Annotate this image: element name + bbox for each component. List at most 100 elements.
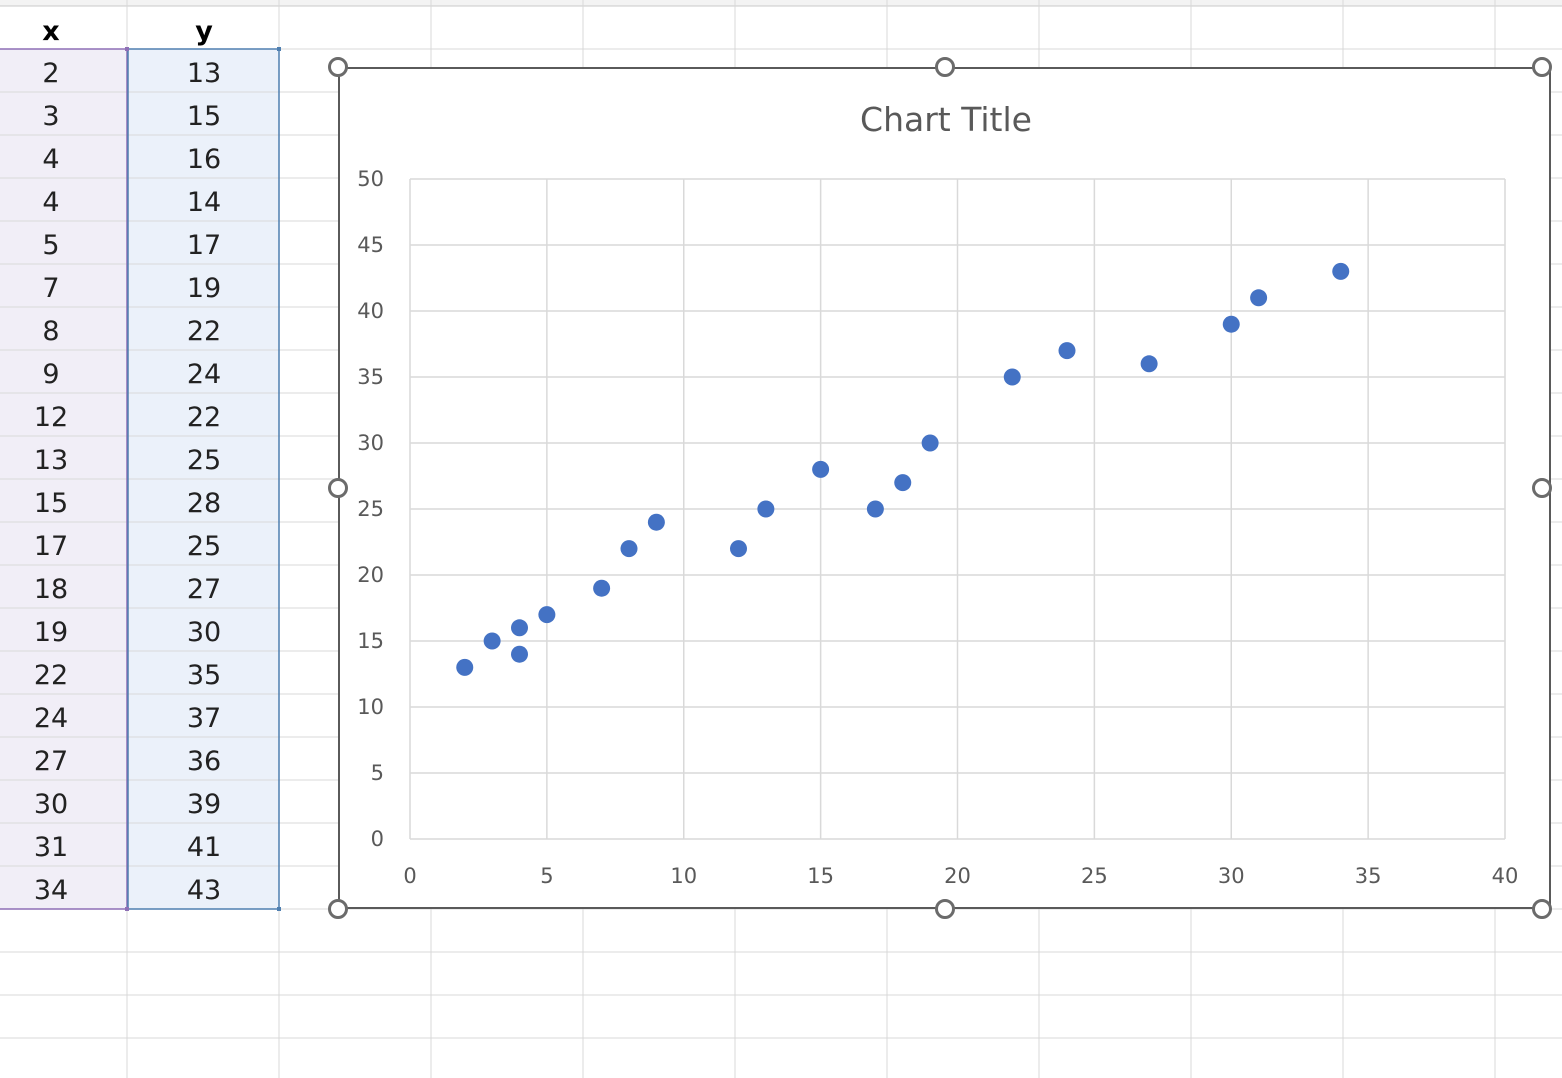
cell-y-18[interactable]: 39: [186, 789, 222, 820]
cell-x-15[interactable]: 22: [33, 660, 69, 691]
resize-handle-bottom-left[interactable]: [328, 899, 348, 919]
resize-handle-top-right[interactable]: [1532, 57, 1552, 77]
data-point[interactable]: [1140, 355, 1158, 373]
data-point[interactable]: [1250, 289, 1268, 307]
cell-y-6[interactable]: 19: [186, 273, 222, 304]
cell-y-12[interactable]: 25: [186, 531, 222, 562]
column-header-y[interactable]: y: [195, 16, 213, 47]
x-tick-label: 30: [1218, 864, 1245, 888]
x-tick-label: 15: [807, 864, 834, 888]
y-tick-label: 25: [357, 497, 384, 521]
x-range-border: [0, 48, 128, 910]
data-point[interactable]: [511, 619, 528, 637]
cell-y-9[interactable]: 22: [186, 402, 222, 433]
cell-x-9[interactable]: 12: [33, 402, 69, 433]
range-corner-marker: [277, 907, 281, 911]
cell-x-20[interactable]: 34: [33, 875, 69, 906]
y-tick-label: 5: [371, 761, 384, 785]
cell-y-2[interactable]: 15: [186, 101, 222, 132]
cell-y-5[interactable]: 17: [186, 230, 222, 261]
cell-x-2[interactable]: 3: [42, 101, 60, 132]
resize-handle-top-left[interactable]: [328, 57, 348, 77]
y-tick-label: 40: [357, 299, 384, 323]
cell-y-13[interactable]: 27: [186, 574, 222, 605]
chart-plot: Chart Title 0 5 10 15 20 25 30 35 40 45 50 0 5 10 15 20…: [357, 100, 1519, 888]
data-point[interactable]: [894, 474, 912, 492]
y-tick-label: 0: [371, 827, 384, 851]
column-header-x[interactable]: x: [42, 16, 60, 47]
data-point[interactable]: [866, 500, 884, 518]
resize-handle-middle-right[interactable]: [1532, 478, 1552, 498]
column-header-strip: [0, 0, 1562, 6]
data-point[interactable]: [593, 579, 611, 597]
cell-y-11[interactable]: 28: [186, 488, 222, 519]
chart-title[interactable]: Chart Title: [860, 100, 1032, 139]
cell-y-17[interactable]: 36: [186, 746, 222, 777]
cell-y-20[interactable]: 43: [186, 875, 222, 906]
cell-x-11[interactable]: 15: [33, 488, 69, 519]
cell-y-10[interactable]: 25: [186, 445, 222, 476]
x-tick-label: 0: [403, 864, 416, 888]
y-tick-label: 35: [357, 365, 384, 389]
data-point[interactable]: [1332, 262, 1350, 280]
y-tick-label: 30: [357, 431, 384, 455]
cell-x-13[interactable]: 18: [33, 574, 69, 605]
y-tick-label: 20: [357, 563, 384, 587]
data-point[interactable]: [647, 513, 665, 531]
cell-x-3[interactable]: 4: [42, 144, 60, 175]
data-point[interactable]: [730, 540, 747, 558]
data-point[interactable]: [921, 434, 939, 452]
data-point[interactable]: [456, 658, 474, 676]
cell-y-7[interactable]: 22: [186, 316, 222, 347]
cell-x-5[interactable]: 5: [42, 230, 60, 261]
cell-y-16[interactable]: 37: [186, 703, 222, 734]
cell-x-7[interactable]: 8: [42, 316, 60, 347]
y-range-border: [127, 48, 280, 910]
x-tick-label: 10: [670, 864, 697, 888]
x-tick-label: 40: [1492, 864, 1519, 888]
x-tick-label: 35: [1355, 864, 1382, 888]
data-point[interactable]: [511, 645, 528, 663]
range-corner-marker: [277, 47, 281, 51]
resize-handle-bottom-middle[interactable]: [934, 899, 955, 919]
cell-x-1[interactable]: 2: [42, 58, 60, 89]
y-tick-label: 50: [357, 167, 384, 191]
data-point[interactable]: [1058, 342, 1076, 360]
y-tick-label: 45: [357, 233, 384, 257]
cell-x-10[interactable]: 13: [33, 445, 69, 476]
data-point[interactable]: [812, 460, 830, 478]
cell-y-15[interactable]: 35: [186, 660, 222, 691]
scatter-chart[interactable]: Chart Title 0 5 10 15 20 25 30 35 40 45 50 0 5 10 15 20…: [338, 67, 1551, 909]
data-point[interactable]: [1222, 315, 1240, 333]
cell-y-4[interactable]: 14: [186, 187, 222, 218]
resize-handle-bottom-right[interactable]: [1532, 899, 1552, 919]
cell-x-4[interactable]: 4: [42, 187, 60, 218]
range-corner-marker: [125, 47, 129, 51]
cell-x-17[interactable]: 27: [33, 746, 69, 777]
cell-x-8[interactable]: 9: [42, 359, 60, 390]
range-corner-marker: [125, 907, 129, 911]
cell-y-19[interactable]: 41: [186, 832, 222, 863]
cell-y-14[interactable]: 30: [186, 617, 222, 648]
cell-x-12[interactable]: 17: [33, 531, 69, 562]
cell-y-3[interactable]: 16: [186, 144, 222, 175]
resize-handle-middle-left[interactable]: [328, 478, 348, 498]
data-point[interactable]: [483, 632, 501, 650]
data-point[interactable]: [757, 500, 775, 518]
y-tick-label: 10: [357, 695, 384, 719]
cell-x-16[interactable]: 24: [33, 703, 69, 734]
cell-x-14[interactable]: 19: [33, 617, 69, 648]
cell-y-8[interactable]: 24: [186, 359, 222, 390]
data-point[interactable]: [620, 540, 638, 558]
cell-x-18[interactable]: 30: [33, 789, 69, 820]
cell-y-1[interactable]: 13: [186, 58, 222, 89]
x-tick-label: 20: [944, 864, 971, 888]
cell-x-6[interactable]: 7: [42, 273, 60, 304]
data-point[interactable]: [1003, 368, 1021, 386]
y-tick-label: 15: [357, 629, 384, 653]
x-tick-label: 25: [1081, 864, 1108, 888]
resize-handle-top-middle[interactable]: [934, 57, 955, 77]
data-point[interactable]: [538, 606, 556, 624]
cell-x-19[interactable]: 31: [33, 832, 69, 863]
